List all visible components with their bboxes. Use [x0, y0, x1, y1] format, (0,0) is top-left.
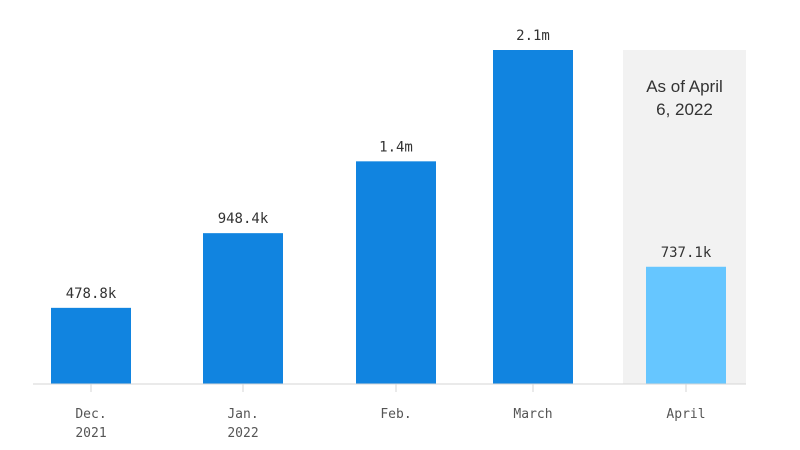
bar: [493, 50, 573, 384]
bar: [203, 233, 283, 384]
bar: [356, 161, 436, 384]
x-tick-label: Dec.: [75, 407, 106, 422]
data-label: 1.4m: [379, 139, 413, 155]
data-label: 948.4k: [218, 211, 269, 227]
x-tick-label: Feb.: [380, 407, 411, 422]
x-tick-label: Jan.: [227, 407, 258, 422]
x-tick-label: April: [666, 407, 705, 422]
bar: [646, 266, 726, 384]
data-label: 737.1k: [661, 245, 712, 261]
x-tick-label: March: [513, 407, 552, 422]
data-label: 478.8k: [66, 286, 117, 302]
annotation-line: 6, 2022: [656, 100, 713, 119]
bar: [51, 307, 131, 384]
x-tick-label: 2022: [227, 426, 258, 441]
annotation-line: As of April: [646, 77, 723, 96]
x-tick-label: 2021: [75, 426, 106, 441]
data-label: 2.1m: [516, 28, 550, 44]
